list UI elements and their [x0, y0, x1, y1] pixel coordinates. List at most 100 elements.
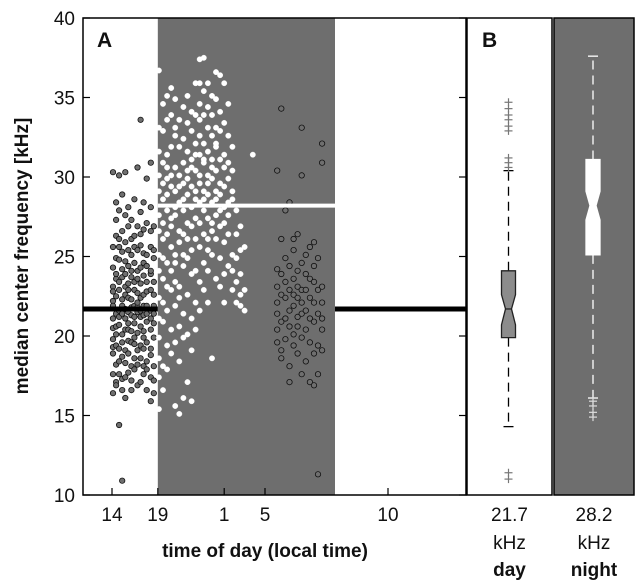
- day-data-point: [318, 159, 326, 166]
- day-data-point: [282, 315, 289, 322]
- night-boxplot: [585, 55, 601, 422]
- day-data-point: [306, 243, 313, 251]
- night-data-point: [192, 267, 199, 274]
- night-data-point: [180, 251, 187, 258]
- night-data-point: [180, 310, 187, 317]
- x-tick-label: 1: [219, 505, 230, 526]
- day-data-point: [294, 231, 301, 238]
- night-data-point: [180, 180, 187, 187]
- day-data-point: [116, 345, 123, 352]
- day-data-point: [116, 207, 123, 214]
- night-data-point: [192, 215, 199, 222]
- day-data-point: [294, 313, 301, 320]
- night-data-point: [184, 220, 191, 227]
- day-data-point: [109, 288, 117, 295]
- night-data-point: [180, 104, 187, 110]
- panel-b-night: 28.2 kHz night: [553, 17, 635, 581]
- day-data-point: [302, 270, 309, 278]
- day-data-point: [113, 199, 120, 206]
- night-data-point: [196, 220, 203, 227]
- day-data-point: [113, 216, 120, 223]
- night-data-point: [184, 331, 191, 338]
- day-data-point: [128, 251, 135, 258]
- day-data-point: [131, 313, 138, 320]
- day-data-point: [134, 164, 141, 171]
- day-data-point: [113, 270, 120, 278]
- day-data-point: [318, 140, 326, 147]
- night-data-point: [225, 101, 232, 107]
- night-data-point: [164, 231, 171, 238]
- night-data-point: [213, 124, 219, 131]
- night-data-point: [209, 228, 215, 235]
- day-data-point: [128, 328, 135, 335]
- x-tick-label: 5: [260, 505, 271, 526]
- day-data-point: [143, 251, 150, 258]
- night-data-point: [184, 167, 191, 174]
- night-data-point: [221, 120, 228, 126]
- night-data-point: [217, 207, 224, 214]
- night-data-point: [204, 299, 211, 306]
- day-data-point: [143, 262, 150, 270]
- night-data-point: [229, 267, 236, 274]
- day-data-point: [286, 286, 293, 293]
- day-data-point: [122, 359, 129, 367]
- night-data-point: [213, 212, 219, 219]
- day-data-point: [140, 226, 147, 233]
- night-data-point: [229, 167, 236, 174]
- night-data-point: [217, 255, 224, 262]
- night-data-point: [168, 286, 175, 293]
- night-data-point: [176, 294, 183, 301]
- day-data-point: [318, 326, 326, 333]
- night-data-point: [184, 93, 191, 99]
- night-data-point: [168, 326, 175, 333]
- day-data-point: [134, 329, 141, 336]
- night-data-point: [160, 180, 166, 187]
- night-data-point: [172, 132, 179, 139]
- night-data-point: [204, 80, 211, 87]
- night-data-point: [213, 140, 219, 147]
- day-data-point: [116, 358, 123, 365]
- night-data-point: [200, 140, 207, 147]
- night-data-point: [168, 143, 175, 150]
- day-data-point: [140, 345, 147, 352]
- day-data-point: [274, 167, 281, 174]
- day-data-point: [140, 328, 147, 335]
- night-data-point: [217, 191, 224, 198]
- day-data-point: [109, 243, 117, 251]
- night-data-point: [204, 267, 211, 274]
- night-data-point: [164, 283, 171, 290]
- night-data-point: [172, 278, 179, 285]
- night-data-point: [164, 191, 171, 198]
- day-data-point: [137, 355, 144, 362]
- day-data-point: [302, 358, 309, 365]
- night-data-point: [155, 188, 162, 195]
- night-data-point: [233, 255, 240, 262]
- night-data-point: [188, 183, 195, 190]
- night-data-point: [188, 127, 195, 134]
- day-data-point: [294, 350, 301, 357]
- night-data-point: [196, 151, 203, 158]
- day-data-point: [140, 371, 147, 378]
- night-data-point: [168, 350, 175, 357]
- day-data-point: [318, 347, 326, 354]
- night-data-point: [217, 108, 224, 115]
- night-data-point: [155, 212, 162, 219]
- day-data-point: [134, 223, 141, 230]
- day-data-point: [122, 169, 129, 176]
- night-data-point: [155, 374, 162, 381]
- day-data-point: [314, 471, 322, 478]
- day-data-point: [147, 159, 154, 166]
- night-data-point: [196, 180, 203, 187]
- night-data-point: [213, 69, 219, 76]
- night-data-point: [217, 72, 224, 79]
- day-box-frame: [466, 17, 553, 496]
- night-data-point: [196, 116, 203, 123]
- day-data-point: [122, 239, 129, 246]
- day-data-point: [286, 262, 293, 270]
- night-data-point: [176, 116, 183, 123]
- y-tick-label: 15: [54, 407, 75, 428]
- night-data-point: [204, 124, 211, 131]
- day-label: day: [493, 560, 526, 581]
- day-data-point: [298, 299, 305, 306]
